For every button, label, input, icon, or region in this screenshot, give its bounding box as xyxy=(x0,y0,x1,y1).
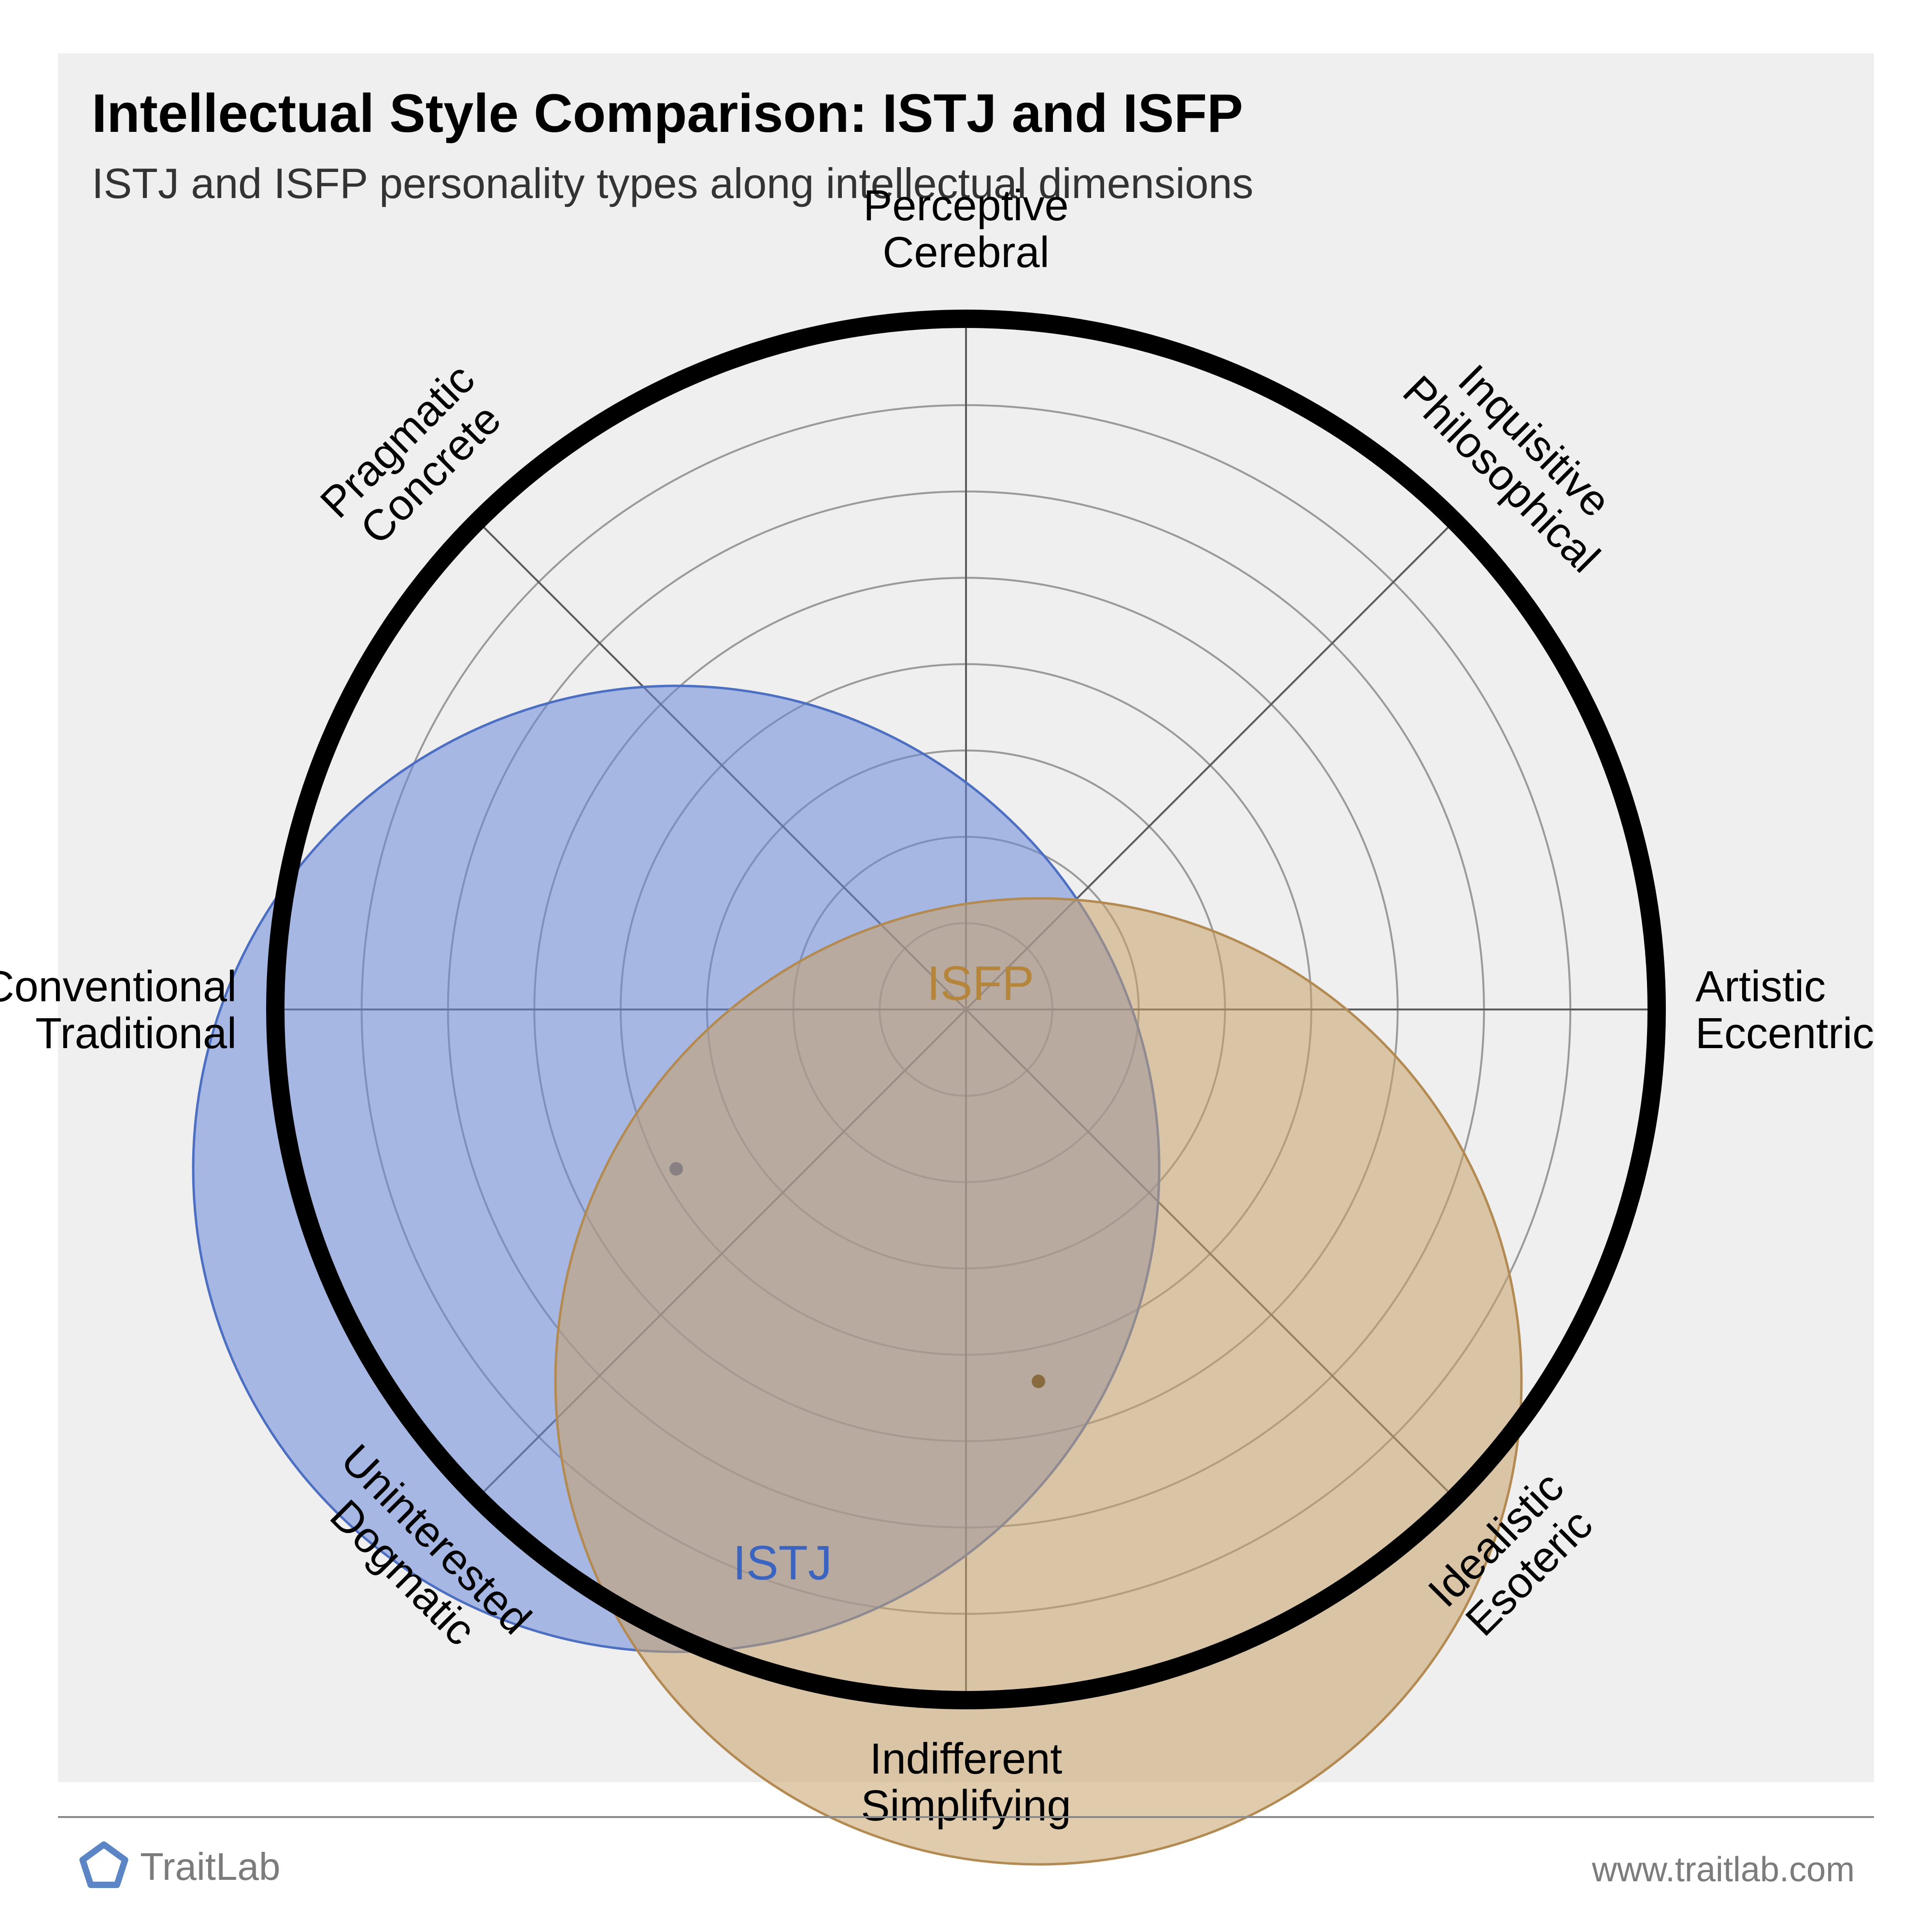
series-center-dot-isfp xyxy=(1032,1375,1045,1388)
axis-label: ArtisticEccentric xyxy=(1695,963,1874,1058)
axis-label-line: Simplifying xyxy=(861,1782,1071,1830)
axis-label-line: Perceptive xyxy=(863,182,1068,230)
footer-brand: TraitLab xyxy=(77,1840,281,1893)
axis-label-line: Eccentric xyxy=(1695,1009,1874,1058)
traitlab-logo-icon xyxy=(77,1840,130,1893)
chart-card: Intellectual Style Comparison: ISTJ and … xyxy=(0,0,1932,1932)
axis-label: ConventionalTraditional xyxy=(0,963,237,1058)
brand-name: TraitLab xyxy=(140,1845,281,1889)
footer-url: www.traitlab.com xyxy=(1592,1850,1855,1889)
axis-label-line: Traditional xyxy=(35,1009,237,1058)
axis-label-line: Conventional xyxy=(0,963,237,1011)
axis-label-line: Cerebral xyxy=(882,228,1049,277)
series-label-istj: ISTJ xyxy=(733,1536,832,1590)
radar-chart: ISTJISFPPerceptiveCerebralInquisitivePhi… xyxy=(0,0,1932,1932)
footer-divider xyxy=(58,1816,1874,1818)
axis-label: PerceptiveCerebral xyxy=(863,182,1068,277)
series-label-isfp: ISFP xyxy=(927,956,1034,1010)
axis-label-line: Artistic xyxy=(1695,963,1826,1011)
axis-label-line: Indifferent xyxy=(870,1735,1063,1783)
